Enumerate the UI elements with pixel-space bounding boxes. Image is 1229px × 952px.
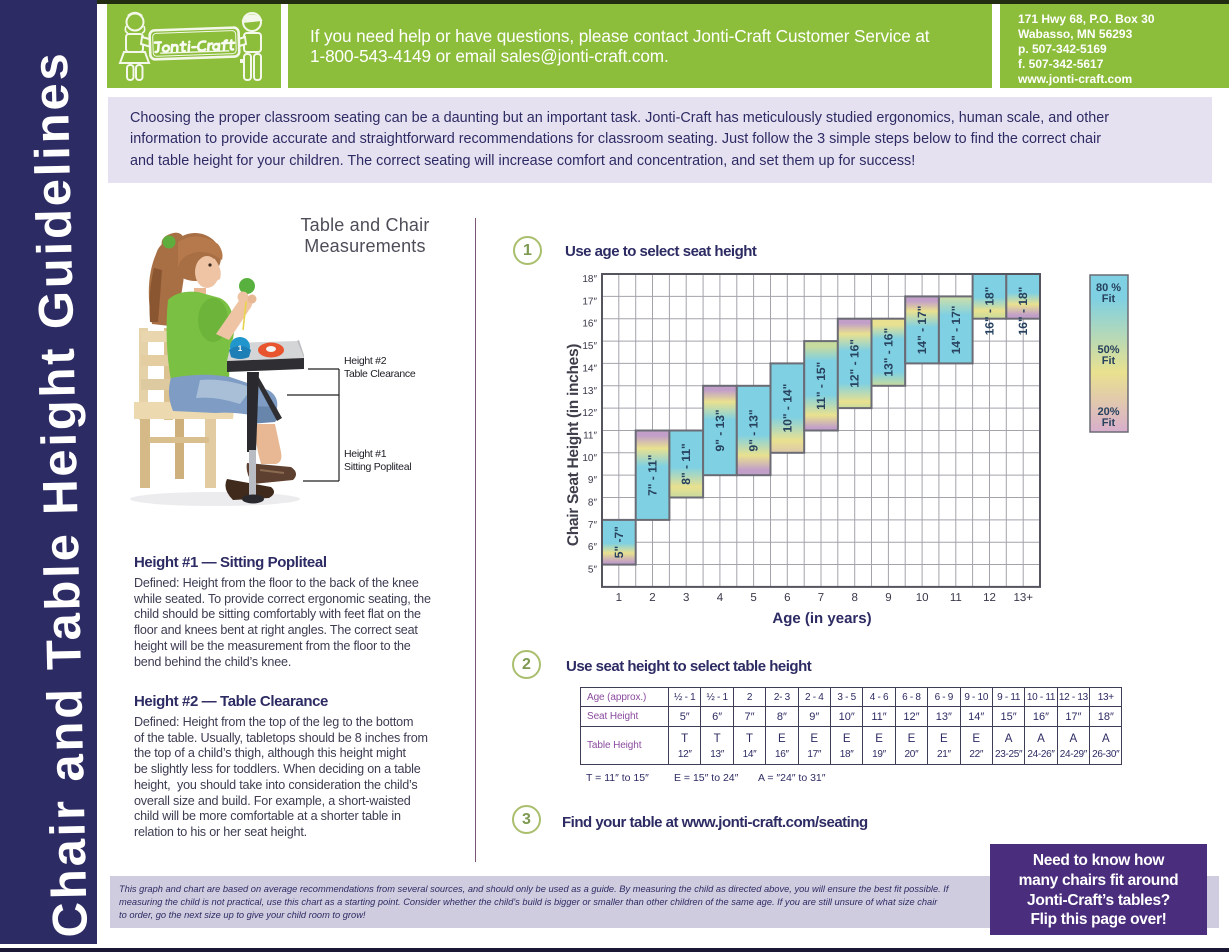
svg-text:10: 10 <box>916 592 929 604</box>
svg-text:12: 12 <box>983 592 996 604</box>
svg-text:4: 4 <box>717 592 724 604</box>
svg-text:18″: 18″ <box>582 274 597 285</box>
svg-text:13″: 13″ <box>582 386 597 397</box>
svg-text:13+: 13+ <box>1013 592 1033 604</box>
svg-text:15″: 15″ <box>582 341 597 352</box>
svg-text:8" - 11": 8" - 11" <box>679 443 693 484</box>
svg-text:5: 5 <box>750 592 756 604</box>
svg-text:Chair Seat Height (in inches): Chair Seat Height (in inches) <box>565 344 582 546</box>
svg-text:16" - 18": 16" - 18" <box>1016 287 1030 336</box>
svg-text:12" - 16": 12" - 16" <box>848 339 862 388</box>
svg-text:2: 2 <box>649 592 655 604</box>
svg-text:80 %: 80 % <box>1096 282 1121 294</box>
svg-text:11" - 15": 11" - 15" <box>814 362 828 410</box>
svg-text:8″: 8″ <box>588 498 598 509</box>
svg-text:1: 1 <box>616 592 622 604</box>
svg-text:12″: 12″ <box>582 408 597 419</box>
svg-text:9" - 13": 9" - 13" <box>747 409 761 451</box>
svg-text:7″: 7″ <box>588 520 598 531</box>
svg-text:1: 1 <box>238 344 243 353</box>
svg-text:Fit: Fit <box>1102 293 1116 305</box>
svg-text:Fit: Fit <box>1102 417 1116 429</box>
svg-text:9: 9 <box>885 592 891 604</box>
svg-text:9″: 9″ <box>588 475 598 486</box>
svg-text:14" - 17": 14" - 17" <box>949 306 963 355</box>
svg-text:14" - 17": 14" - 17" <box>915 306 929 355</box>
svg-text:16" - 18": 16" - 18" <box>983 287 997 336</box>
svg-text:16″: 16″ <box>582 319 597 330</box>
svg-text:10" - 14": 10" - 14" <box>780 384 794 433</box>
svg-text:5″: 5″ <box>588 565 598 576</box>
svg-text:5" -7": 5" -7" <box>612 526 626 558</box>
svg-text:8: 8 <box>851 592 857 604</box>
svg-text:6″: 6″ <box>588 542 598 553</box>
svg-text:9" - 13": 9" - 13" <box>713 409 727 451</box>
svg-text:17″: 17″ <box>582 296 597 307</box>
svg-text:11: 11 <box>950 592 962 604</box>
svg-text:6: 6 <box>784 592 790 604</box>
svg-text:11″: 11″ <box>583 431 597 442</box>
svg-text:Fit: Fit <box>1102 355 1116 367</box>
svg-text:20%: 20% <box>1097 406 1119 418</box>
svg-text:50%: 50% <box>1097 344 1119 356</box>
svg-text:7" - 11": 7" - 11" <box>646 454 660 495</box>
svg-text:14″: 14″ <box>582 363 597 374</box>
svg-text:10″: 10″ <box>582 453 597 464</box>
svg-text:3: 3 <box>683 592 689 604</box>
svg-text:7: 7 <box>818 592 824 604</box>
svg-text:Age (in years): Age (in years) <box>772 610 871 627</box>
svg-text:13" - 16": 13" - 16" <box>881 328 895 377</box>
